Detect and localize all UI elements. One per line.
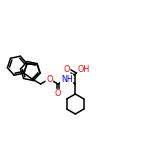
Text: O: O (55, 90, 61, 98)
Text: OH: OH (78, 64, 90, 74)
Text: NH: NH (61, 74, 73, 83)
Text: O: O (63, 64, 70, 74)
Text: O: O (46, 74, 52, 83)
